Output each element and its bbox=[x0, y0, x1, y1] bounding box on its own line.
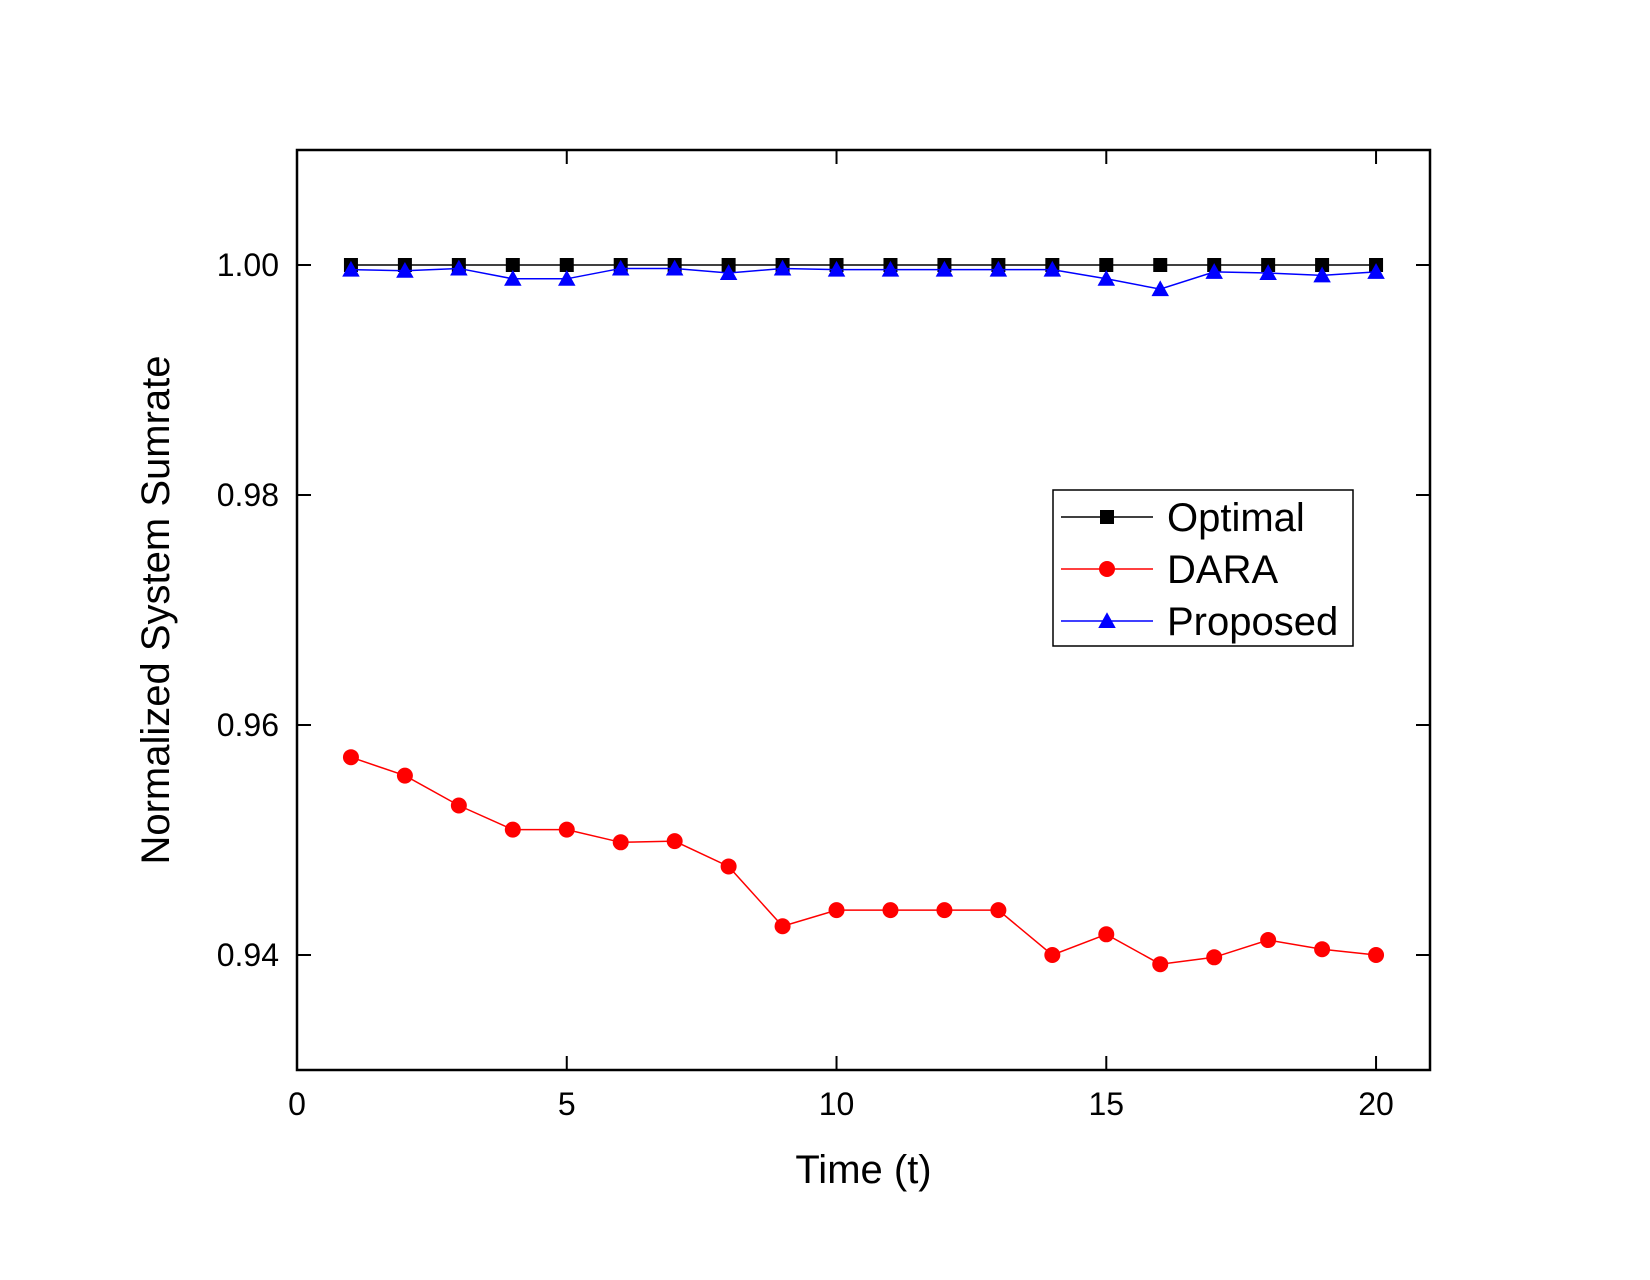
data-point bbox=[935, 260, 954, 277]
data-point bbox=[396, 767, 413, 784]
data-point bbox=[1259, 264, 1277, 281]
data-point bbox=[1260, 932, 1277, 949]
data-point bbox=[1153, 258, 1168, 272]
x-tick-label: 10 bbox=[819, 1086, 855, 1122]
y-tick-label: 0.96 bbox=[217, 707, 279, 743]
data-point bbox=[342, 749, 359, 766]
data-point bbox=[504, 270, 522, 286]
data-point bbox=[1152, 956, 1169, 973]
data-point bbox=[1097, 270, 1116, 286]
data-point bbox=[828, 902, 845, 919]
legend-marker bbox=[1099, 561, 1115, 577]
data-point bbox=[720, 858, 737, 875]
data-point bbox=[881, 260, 900, 277]
data-point bbox=[450, 797, 467, 814]
x-tick-label: 20 bbox=[1358, 1086, 1394, 1122]
series-proposed bbox=[342, 259, 1385, 297]
data-point bbox=[558, 821, 575, 838]
legend: Optimal DARA Proposed bbox=[1052, 489, 1354, 647]
legend-item: DARA bbox=[1061, 548, 1278, 592]
data-point bbox=[1151, 280, 1169, 297]
data-point bbox=[1206, 949, 1223, 966]
data-point bbox=[1314, 941, 1331, 958]
data-point bbox=[505, 258, 520, 272]
series-dara bbox=[342, 749, 1385, 973]
data-point bbox=[1044, 947, 1061, 963]
x-axis-title: Time (t) bbox=[795, 1148, 931, 1192]
data-point bbox=[450, 259, 468, 276]
data-point bbox=[612, 834, 629, 851]
legend-label: Optimal bbox=[1167, 496, 1305, 540]
x-axis: 0 5 10 15 20 bbox=[288, 150, 1394, 1122]
data-point bbox=[936, 902, 953, 919]
series-line bbox=[350, 756, 1377, 965]
data-point bbox=[342, 260, 360, 277]
data-point bbox=[989, 260, 1008, 277]
x-tick-label: 0 bbox=[288, 1086, 306, 1122]
data-point bbox=[611, 259, 630, 276]
data-point bbox=[666, 833, 683, 850]
data-point bbox=[504, 821, 521, 838]
data-point bbox=[396, 262, 414, 278]
data-point bbox=[990, 902, 1007, 919]
legend-label: Proposed bbox=[1167, 600, 1338, 644]
legend-item: Optimal bbox=[1061, 496, 1305, 540]
data-point bbox=[1313, 266, 1331, 283]
y-tick-label: 1.00 bbox=[217, 247, 279, 283]
legend-marker bbox=[1098, 612, 1116, 628]
data-point bbox=[882, 902, 899, 919]
data-point bbox=[827, 260, 846, 277]
data-point bbox=[719, 264, 738, 281]
legend-marker bbox=[1100, 510, 1114, 524]
data-point bbox=[1205, 263, 1223, 279]
legend-item: Proposed bbox=[1061, 600, 1338, 644]
plot-frame bbox=[295, 148, 1432, 1072]
y-axis: 0.94 0.96 0.98 1.00 bbox=[217, 247, 1430, 973]
data-point bbox=[1367, 263, 1385, 279]
data-point bbox=[665, 259, 684, 276]
x-tick-label: 5 bbox=[558, 1086, 576, 1122]
x-tick-label: 15 bbox=[1088, 1086, 1124, 1122]
y-axis-title: Normalized System Sumrate bbox=[134, 355, 178, 864]
data-point bbox=[1099, 258, 1114, 272]
data-point bbox=[559, 258, 574, 272]
y-tick-label: 0.98 bbox=[217, 477, 279, 513]
data-point bbox=[774, 918, 791, 935]
y-tick-label: 0.94 bbox=[217, 937, 279, 973]
data-point bbox=[1315, 258, 1330, 272]
data-point bbox=[1368, 947, 1385, 963]
data-point bbox=[558, 270, 576, 286]
legend-label: DARA bbox=[1167, 548, 1278, 592]
plot-area bbox=[342, 258, 1385, 973]
series-line bbox=[350, 267, 1377, 290]
data-point bbox=[1043, 260, 1062, 277]
data-point bbox=[773, 259, 792, 276]
data-point bbox=[1098, 926, 1115, 943]
